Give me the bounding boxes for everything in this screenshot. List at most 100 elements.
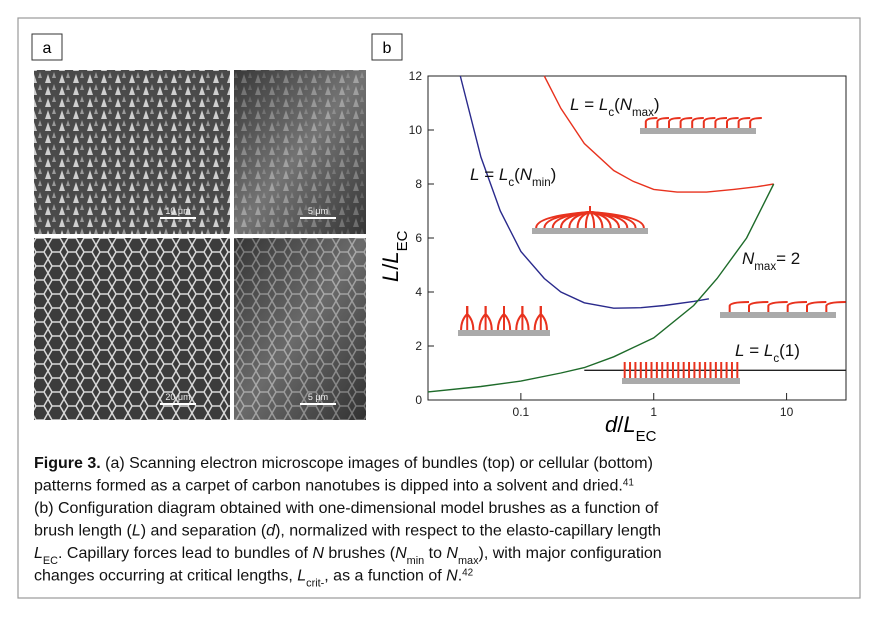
text-segment: (1) [779,341,800,360]
text-segment: , as a function of [324,568,446,585]
text-segment: d [605,412,618,437]
text-segment: min [532,177,551,189]
text-segment: (b) Configuration diagram obtained with … [34,500,659,517]
brush-base [532,228,648,234]
brush-base [720,312,836,318]
text-segment: L [499,165,508,184]
scale-bar-label: 5 μm [308,206,328,216]
text-segment: brush length ( [34,523,133,540]
panel-label-box [371,33,403,61]
text-segment: changes occurring at critical lengths, [34,568,297,585]
text-segment: 42 [462,567,474,578]
text-segment: N [312,545,324,562]
text-segment: 41 [623,477,635,488]
text-segment: c [508,177,514,189]
text-segment: N [620,95,633,114]
curve-label: L = Lc(Nmin) [470,165,556,189]
text-segment: = [579,95,598,114]
text-segment: to [424,545,446,562]
brush-fiber [679,117,693,128]
brush-fiber [668,117,681,128]
brush-fiber [702,117,716,128]
text-segment: c [608,107,614,119]
text-segment: L [132,523,141,540]
text-segment: EC [43,555,58,567]
brush-fiber [521,306,530,331]
brush-fiber [737,117,751,128]
y-tick-label: 0 [415,393,422,407]
brush-base [640,128,756,134]
caption-line: LEC. Capillary forces lead to bundles of… [34,545,662,567]
sem-image [34,238,230,420]
text-segment: = [479,165,498,184]
text-segment: ) [551,165,557,184]
y-tick-label: 10 [409,123,423,137]
brush-fiber [644,117,658,128]
text-segment: ), with major configuration [479,545,662,562]
caption-line: Figure 3. (a) Scanning electron microsco… [34,455,653,472]
text-segment: . [458,568,462,585]
text-segment: max [632,107,654,119]
text-segment: L [570,95,579,114]
caption: Figure 3. (a) Scanning electron microsco… [34,455,662,590]
text-segment: brushes ( [324,545,396,562]
text-segment: patterns formed as a carpet of carbon na… [34,478,623,495]
text-segment: N [520,165,533,184]
text-segment: = [744,341,763,360]
text-segment: L [297,568,306,585]
text-segment: . Capillary forces lead to bundles of [58,545,312,562]
y-tick-label: 6 [415,231,422,245]
curve-label: L = Lc(1) [735,341,800,365]
text-segment: c [773,353,779,365]
y-tick-label: 2 [415,339,422,353]
brush-fiber [656,117,670,128]
text-segment: / [617,412,624,437]
text-segment: ( [514,165,520,184]
brush-fiber [503,306,512,331]
text-segment: N [742,249,755,268]
text-segment: (a) Scanning electron microscope images … [101,455,653,472]
caption-line: (b) Configuration diagram obtained with … [34,500,659,517]
panel-label: a [43,40,52,57]
brush-fiber [748,301,769,312]
text-segment: N [446,568,458,585]
sem-texture [234,238,366,420]
curve-label: Nmax= 2 [742,249,800,273]
text-segment: = 2 [776,249,800,268]
text-segment: N [395,545,407,562]
brush-fiber [466,306,475,331]
text-segment: max [754,261,776,273]
caption-line: brush length (L) and separation (d), nor… [34,523,661,540]
text-segment: EC [636,428,657,445]
brush-fiber [714,117,728,128]
curve [543,75,774,193]
text-segment: ) and separation ( [141,523,267,540]
caption-line: patterns formed as a carpet of carbon na… [34,477,634,495]
y-tick-label: 4 [415,285,422,299]
text-segment: L [599,95,608,114]
text-segment: L [378,270,403,282]
panel-label: b [383,40,392,57]
y-tick-label: 8 [415,177,422,191]
brush-fiber [786,301,808,312]
brush-fiber [539,306,548,331]
text-segment: L [470,165,479,184]
y-axis-label: L/LEC [378,230,411,282]
text-segment: min [407,555,425,567]
text-segment: L [623,412,635,437]
brush-base [458,330,550,336]
curve [427,183,775,393]
curve [459,75,710,309]
text-segment: ) [654,95,660,114]
brush-fiber [767,301,788,312]
brush-fiber [726,117,739,128]
y-tick-label: 12 [409,69,423,83]
scale-bar-label: 20 μm [165,392,190,402]
brush-fiber [806,301,827,312]
brush-base [622,378,740,384]
text-segment: N [446,545,458,562]
text-segment: EC [394,230,411,251]
panel-label-box [31,33,63,61]
brush-fiber [484,306,493,331]
